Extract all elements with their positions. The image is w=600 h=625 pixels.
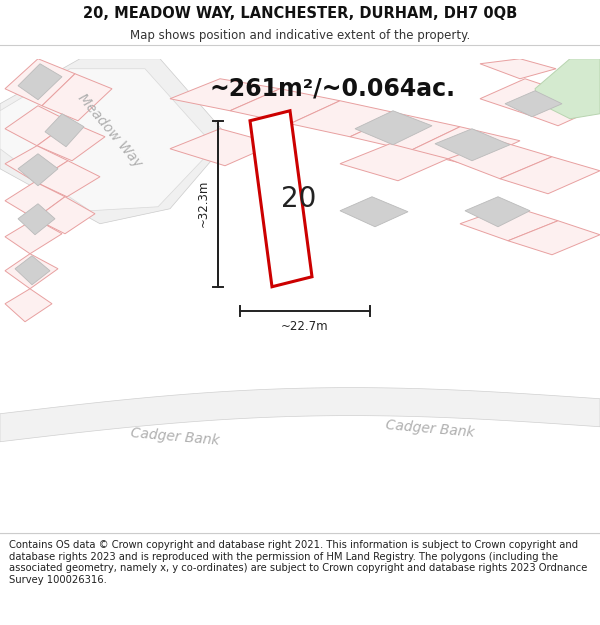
Polygon shape: [480, 79, 570, 114]
Polygon shape: [435, 129, 510, 161]
Polygon shape: [525, 94, 600, 126]
Polygon shape: [18, 64, 62, 100]
Polygon shape: [230, 89, 340, 124]
Polygon shape: [340, 144, 448, 181]
Polygon shape: [500, 157, 600, 194]
Polygon shape: [0, 388, 600, 442]
Text: 20: 20: [281, 185, 317, 213]
Polygon shape: [170, 79, 280, 111]
Polygon shape: [18, 154, 58, 186]
Polygon shape: [505, 91, 562, 117]
Polygon shape: [355, 111, 432, 145]
Polygon shape: [0, 69, 215, 211]
Text: 20, MEADOW WAY, LANCHESTER, DURHAM, DH7 0QB: 20, MEADOW WAY, LANCHESTER, DURHAM, DH7 …: [83, 6, 517, 21]
Polygon shape: [535, 59, 600, 119]
Text: Meadow Way: Meadow Way: [75, 91, 145, 171]
Polygon shape: [42, 74, 112, 121]
Text: ~261m²/~0.064ac.: ~261m²/~0.064ac.: [210, 77, 456, 101]
Text: Cadger Bank: Cadger Bank: [385, 418, 475, 439]
Polygon shape: [5, 289, 52, 322]
Polygon shape: [5, 219, 62, 254]
Polygon shape: [35, 161, 100, 197]
Polygon shape: [465, 197, 530, 227]
Polygon shape: [340, 197, 408, 227]
Polygon shape: [37, 122, 105, 161]
Text: ~32.3m: ~32.3m: [197, 180, 210, 228]
Polygon shape: [5, 254, 58, 289]
Text: Map shows position and indicative extent of the property.: Map shows position and indicative extent…: [130, 29, 470, 42]
Text: Contains OS data © Crown copyright and database right 2021. This information is : Contains OS data © Crown copyright and d…: [9, 540, 587, 585]
Polygon shape: [480, 59, 556, 79]
Polygon shape: [250, 111, 312, 287]
Polygon shape: [290, 101, 400, 137]
Polygon shape: [5, 59, 75, 106]
Polygon shape: [5, 106, 70, 146]
Polygon shape: [5, 146, 68, 182]
Text: Cadger Bank: Cadger Bank: [130, 426, 220, 448]
Polygon shape: [0, 59, 230, 224]
Polygon shape: [448, 141, 552, 179]
Polygon shape: [18, 204, 55, 235]
Polygon shape: [5, 182, 65, 219]
Polygon shape: [350, 114, 460, 151]
Polygon shape: [15, 256, 50, 285]
Polygon shape: [410, 127, 520, 165]
Polygon shape: [35, 197, 95, 234]
Polygon shape: [508, 221, 600, 255]
Polygon shape: [45, 114, 84, 147]
Polygon shape: [170, 129, 275, 166]
Text: ~22.7m: ~22.7m: [281, 320, 329, 332]
Polygon shape: [460, 206, 558, 241]
